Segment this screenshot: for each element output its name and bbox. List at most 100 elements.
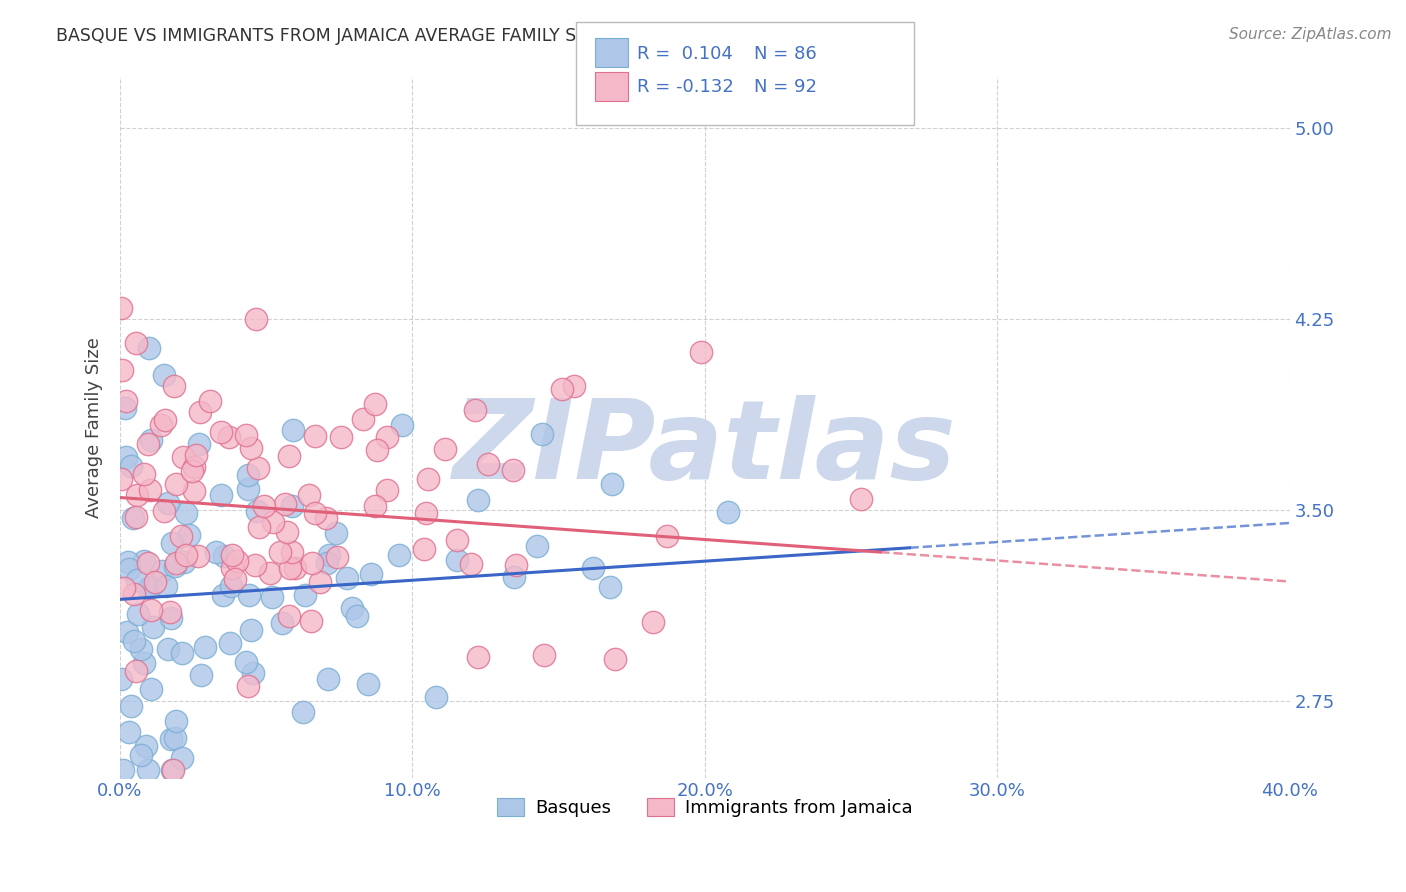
- Point: [111, 763, 134, 777]
- Text: N = 92: N = 92: [754, 78, 817, 96]
- Y-axis label: Average Family Size: Average Family Size: [86, 337, 103, 518]
- Point: [172, 751, 194, 765]
- Point: [326, 549, 349, 564]
- Point: [236, 468, 259, 483]
- Point: [301, 557, 323, 571]
- Point: [183, 460, 205, 475]
- Point: [110, 672, 132, 686]
- Point: [114, 401, 136, 415]
- Point: [360, 567, 382, 582]
- Point: [159, 606, 181, 620]
- Point: [298, 488, 321, 502]
- Point: [153, 412, 176, 426]
- Point: [127, 607, 149, 622]
- Point: [533, 648, 555, 662]
- Point: [413, 541, 436, 556]
- Point: [157, 641, 180, 656]
- Point: [134, 467, 156, 482]
- Point: [165, 477, 187, 491]
- Point: [477, 457, 499, 471]
- Point: [364, 499, 387, 513]
- Point: [641, 615, 664, 630]
- Point: [188, 437, 211, 451]
- Point: [238, 588, 260, 602]
- Point: [262, 590, 284, 604]
- Point: [599, 580, 621, 594]
- Point: [141, 603, 163, 617]
- Point: [356, 676, 378, 690]
- Point: [318, 548, 340, 562]
- Point: [446, 552, 468, 566]
- Point: [236, 483, 259, 497]
- Point: [226, 554, 249, 568]
- Point: [270, 616, 292, 631]
- Point: [239, 442, 262, 456]
- Point: [173, 555, 195, 569]
- Point: [142, 620, 165, 634]
- Point: [209, 425, 232, 439]
- Point: [221, 548, 243, 562]
- Point: [138, 341, 160, 355]
- Point: [263, 515, 285, 529]
- Point: [129, 747, 152, 762]
- Point: [274, 497, 297, 511]
- Point: [352, 412, 374, 426]
- Point: [136, 436, 159, 450]
- Point: [304, 506, 326, 520]
- Point: [110, 301, 132, 316]
- Point: [125, 664, 148, 678]
- Point: [111, 363, 134, 377]
- Point: [253, 499, 276, 513]
- Point: [174, 506, 197, 520]
- Point: [415, 507, 437, 521]
- Point: [460, 558, 482, 572]
- Point: [139, 682, 162, 697]
- Point: [277, 608, 299, 623]
- Text: ZIPatlas: ZIPatlas: [453, 395, 956, 502]
- Point: [143, 574, 166, 589]
- Point: [120, 699, 142, 714]
- Point: [165, 556, 187, 570]
- Point: [247, 461, 270, 475]
- Point: [329, 430, 352, 444]
- Point: [118, 562, 141, 576]
- Point: [690, 344, 713, 359]
- Point: [240, 624, 263, 638]
- Point: [115, 625, 138, 640]
- Point: [433, 442, 456, 456]
- Point: [526, 539, 548, 553]
- Point: [125, 335, 148, 350]
- Legend: Basques, Immigrants from Jamaica: Basques, Immigrants from Jamaica: [489, 790, 920, 824]
- Point: [160, 732, 183, 747]
- Point: [135, 739, 157, 753]
- Point: [603, 652, 626, 666]
- Point: [236, 679, 259, 693]
- Point: [122, 511, 145, 525]
- Point: [304, 429, 326, 443]
- Point: [183, 484, 205, 499]
- Point: [851, 491, 873, 506]
- Point: [219, 579, 242, 593]
- Point: [218, 636, 240, 650]
- Point: [531, 427, 554, 442]
- Point: [194, 640, 217, 655]
- Text: N = 86: N = 86: [754, 45, 817, 62]
- Point: [247, 519, 270, 533]
- Point: [655, 529, 678, 543]
- Point: [278, 561, 301, 575]
- Point: [155, 579, 177, 593]
- Point: [150, 564, 173, 578]
- Point: [224, 572, 246, 586]
- Point: [464, 403, 486, 417]
- Point: [235, 655, 257, 669]
- Point: [112, 582, 135, 596]
- Point: [281, 423, 304, 437]
- Text: R = -0.132: R = -0.132: [637, 78, 734, 96]
- Point: [188, 405, 211, 419]
- Point: [125, 509, 148, 524]
- Point: [165, 731, 187, 745]
- Point: [294, 588, 316, 602]
- Point: [214, 549, 236, 564]
- Point: [170, 529, 193, 543]
- Point: [176, 548, 198, 562]
